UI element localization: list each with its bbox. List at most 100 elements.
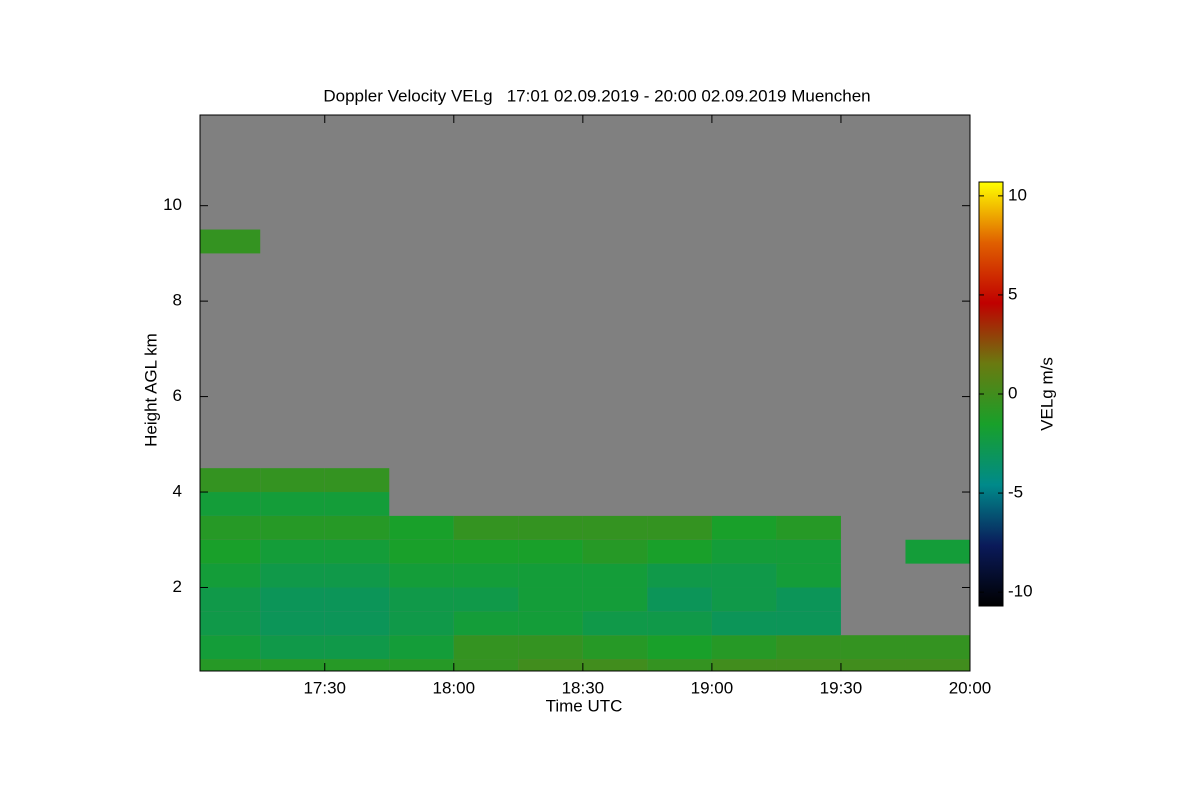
heatmap-cell [453,563,519,588]
heatmap-cell [260,659,325,671]
heatmap-cell [582,611,648,636]
heatmap-cell [389,563,454,588]
colorbar-tick-label: 0 [1008,383,1017,402]
heatmap-cell [647,611,712,636]
heatmap-cell [518,515,583,540]
heatmap-cell [260,468,325,493]
heatmap-cell [324,635,390,660]
heatmap-cell [776,659,841,671]
chart-title: Doppler Velocity VELg 17:01 02.09.2019 -… [323,86,870,105]
heatmap-cell [200,468,261,493]
colorbar-tick-label: -5 [1008,483,1023,502]
heatmap-cell [518,659,583,671]
heatmap-cell [647,563,712,588]
heatmap-cell [200,229,261,254]
heatmap-cell [389,515,454,540]
heatmap-cell [200,563,261,588]
x-tick-label: 18:30 [562,678,605,697]
axes: 17:30 18:00 18:30 19:00 19:30 20:00 2 4 6 8 10 -10 -… [163,114,1033,697]
heatmap-cell [518,563,583,588]
x-tick-label: 17:30 [303,678,346,697]
heatmap-cell [260,587,325,612]
x-axis-label: Time UTC [546,696,623,715]
heatmap-cell [647,539,712,564]
y-tick-label: 4 [173,482,182,501]
heatmap-cell [324,659,390,671]
x-tick-label: 19:00 [691,678,734,697]
heatmap-cell [776,635,841,660]
heatmap-cell [776,587,841,612]
heatmap-cell [647,587,712,612]
heatmap-cell [260,611,325,636]
heatmap-cell [200,659,261,671]
heatmap-cell [711,539,777,564]
y-tick-label: 8 [173,291,182,310]
plot-frame [199,114,971,672]
heatmap-cell [905,635,970,660]
heatmap-cell [200,635,261,660]
heatmap-cell [324,539,390,564]
heatmap-cell [840,635,906,660]
heatmap-cell [905,659,970,671]
heatmap-cell [582,539,648,564]
heatmap-cell [200,587,261,612]
heatmap-cell [389,587,454,612]
heatmap-cell [582,563,648,588]
heatmap-cell [389,635,454,660]
heatmap-cell [647,635,712,660]
heatmap-cell [200,515,261,540]
heatmap-cell [200,611,261,636]
y-tick-label: 6 [173,386,182,405]
y-tick-label: 10 [163,195,182,214]
heatmap-cell [711,515,777,540]
heatmap-cell [324,515,390,540]
heatmap-cell [453,635,519,660]
heatmap-cell [200,492,261,516]
heatmap-cell [260,515,325,540]
heatmap-cell [260,635,325,660]
x-tick-label: 20:00 [949,678,992,697]
heatmap-cell [776,611,841,636]
heatmap-cell [260,539,325,564]
heatmap-cell [711,611,777,636]
heatmap-cell [711,563,777,588]
heatmap-cell [260,563,325,588]
heatmap-cell [518,635,583,660]
heatmap-cell [647,515,712,540]
heatmap-cell [324,611,390,636]
heatmap-cell [260,492,325,516]
colorbar-tick-label: -10 [1008,582,1033,601]
heatmap-cell [647,659,712,671]
heatmap-cell [389,611,454,636]
heatmap-cell [582,635,648,660]
heatmap-cell [711,587,777,612]
x-tick-label: 19:30 [820,678,863,697]
heatmap-cell [389,539,454,564]
heatmap-cell [453,515,519,540]
colorbar-tick-label: 10 [1008,185,1027,204]
heatmap-cell [711,635,777,660]
heatmap-cell [582,515,648,540]
heatmap-cell [453,611,519,636]
colorbar-tick-label: 5 [1008,284,1017,303]
colorbar-label: VELg m/s [1037,357,1056,431]
heatmap-cell [518,539,583,564]
heatmap-cell [776,515,841,540]
heatmap-cell [518,587,583,612]
heatmap-cell [389,659,454,671]
y-tick-label: 2 [173,577,182,596]
heatmap-cell [776,539,841,564]
heatmap-cell [453,659,519,671]
x-tick-label: 18:00 [433,678,476,697]
heatmap-cell [582,659,648,671]
y-axis-label: Height AGL km [141,333,160,447]
heatmap-cell [324,587,390,612]
heatmap-cell [453,587,519,612]
heatmap-cell [582,587,648,612]
heatmap-cell [776,563,841,588]
heatmap-cell [324,563,390,588]
heatmap-cell [840,659,906,671]
heatmap-cell [453,539,519,564]
heatmap [200,115,970,671]
